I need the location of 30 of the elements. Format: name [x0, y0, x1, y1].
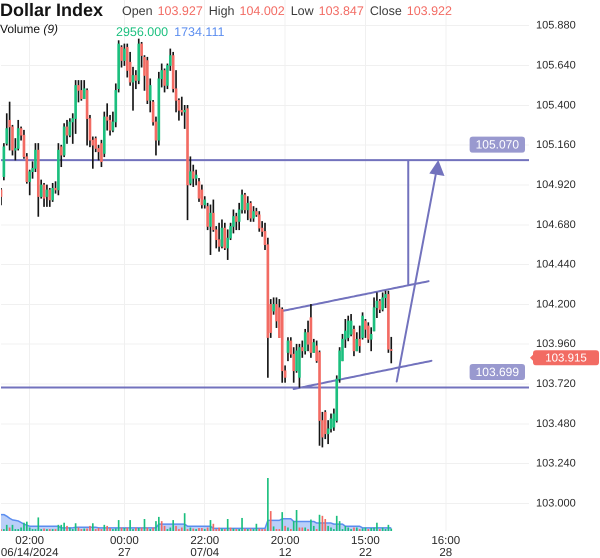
y-tick-label: 103.960	[536, 338, 576, 350]
x-tick-label: 15:00 22	[351, 535, 380, 558]
y-tick-label: 103.240	[536, 458, 576, 470]
y-tick-label: 103.000	[536, 497, 576, 510]
x-tick-label: 16:00 28	[431, 535, 460, 558]
chart-title: Volume (9)	[0, 22, 58, 36]
y-tick-label: 105.640	[536, 60, 576, 72]
text: 103.915	[545, 352, 587, 364]
x-tick-label: 22:00 07/04	[190, 535, 220, 558]
annotation: Low 103.847	[290, 3, 364, 19]
x-tick-label: 20:00 12	[270, 535, 300, 558]
y-tick-label: 105.160	[536, 139, 576, 152]
annotation: High 104.002	[208, 3, 285, 19]
y-tick-label: 103.720	[536, 378, 576, 390]
x-tick-label: 00:00 27	[110, 535, 139, 558]
y-tick-label: 105.880	[536, 20, 576, 32]
y-tick-label: 104.680	[536, 218, 576, 231]
y-tick-label: 104.440	[536, 258, 576, 271]
chart-title: Dollar Index	[0, 0, 104, 21]
annotation: Open 103.927	[122, 3, 203, 19]
x-tick-label: 02:00 06/14/2024	[0, 535, 60, 558]
y-tick-label: 104.920	[536, 178, 576, 191]
annotation: Close 103.922	[370, 3, 452, 19]
y-tick-label: 104.200	[536, 298, 576, 310]
y-tick-label: 105.400	[536, 99, 576, 112]
ref-line-label: 105.070	[476, 137, 520, 152]
ref-line-label: 103.699	[476, 364, 520, 379]
annotation: 2956.000	[116, 24, 168, 40]
y-tick-label: 103.480	[536, 418, 576, 430]
annotation: 1734.111	[174, 24, 224, 40]
